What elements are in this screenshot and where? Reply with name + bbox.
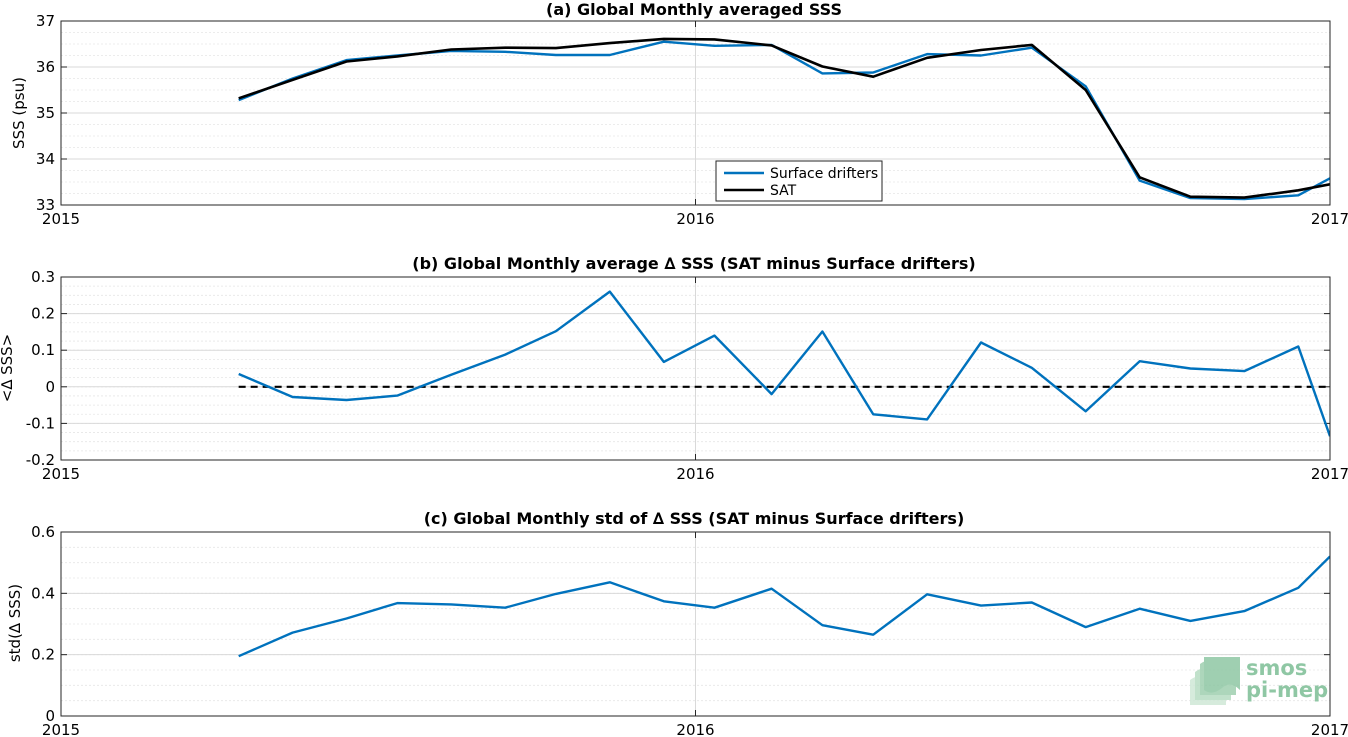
axes-frame (60, 20, 1331, 206)
x-tick-label: 2016 (676, 721, 714, 737)
series-line-panel-1 (238, 290, 1330, 437)
y-tick-label: 0.2 (31, 646, 55, 664)
x-tick-label: 2015 (42, 465, 80, 483)
panel-a-title: (a) Global Monthly averaged SSS (546, 0, 842, 19)
legend-label-sat: SAT (770, 183, 797, 199)
panel-c: 0 0.2 0.4 0.6 2015 2016 2017 (c) Global Monthly… (6, 509, 1348, 737)
y-tick-label: 0 (45, 707, 55, 725)
x-tick-label: 2015 (42, 210, 80, 228)
logo-text-smos: smos (1246, 656, 1307, 680)
y-tick-label: -0.2 (26, 451, 55, 469)
panel-c-title: (c) Global Monthly std of ∆ SSS (SAT min… (424, 509, 965, 528)
y-tick-label: 34 (36, 150, 55, 168)
y-tick-label: 0.6 (31, 523, 55, 541)
legend: Surface drifters SAT (715, 160, 883, 202)
panel-c-ylabel: std(∆ SSS) (6, 584, 24, 662)
panel-b-ylabel: <∆ SSS> (0, 334, 16, 403)
layered-wave-icon (1190, 657, 1240, 705)
legend-box (715, 160, 883, 202)
y-tick-label: 0 (45, 378, 55, 396)
y-tick-label: 35 (36, 104, 55, 122)
axes-frame (60, 531, 1331, 717)
y-tick-label: 0.2 (31, 305, 55, 323)
panel-b: -0.2 -0.1 0 0.1 0.2 0.3 2015 2016 2017 (b) Global… (0, 254, 1348, 483)
y-tick-label: 0.3 (31, 268, 55, 286)
y-tick-label: 33 (36, 196, 55, 214)
smos-pi-mep-logo: smos pi-mep (1190, 656, 1328, 705)
x-tick-label: 2017 (1311, 210, 1348, 228)
panel-a-ylabel: SSS (psu) (10, 77, 28, 149)
x-tick-label: 2017 (1311, 721, 1348, 737)
y-tick-label: 37 (36, 12, 55, 30)
axes-frame (60, 276, 1331, 461)
x-tick-label: 2015 (42, 721, 80, 737)
x-tick-label: 2016 (676, 210, 714, 228)
x-tick-label: 2017 (1311, 465, 1348, 483)
series-line-sat (238, 37, 1330, 199)
panel-b-title: (b) Global Monthly average ∆ SSS (SAT mi… (412, 254, 975, 273)
legend-label-surface-drifters: Surface drifters (770, 166, 878, 182)
panel-a: 33 34 35 36 37 2015 2016 2017 (a) Global Monthly… (10, 0, 1348, 228)
logo-text-pi-mep: pi-mep (1246, 678, 1328, 702)
y-tick-label: 0.1 (31, 341, 55, 359)
x-tick-label: 2016 (676, 465, 714, 483)
y-tick-label: -0.1 (26, 414, 55, 432)
y-tick-label: 36 (36, 58, 55, 76)
series-line-panel-2 (238, 555, 1330, 658)
y-tick-label: 0.4 (31, 584, 55, 602)
